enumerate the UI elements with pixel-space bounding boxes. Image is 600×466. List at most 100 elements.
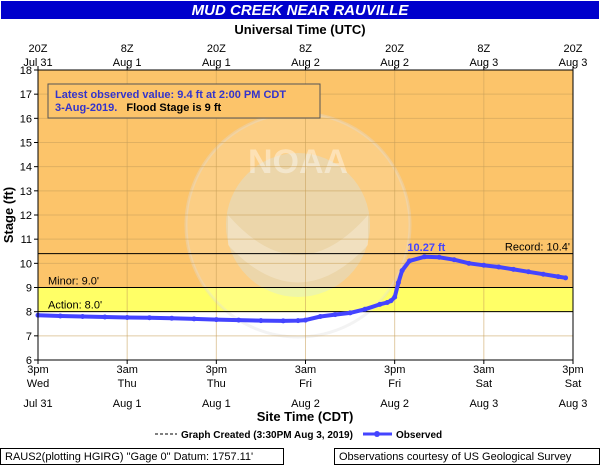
observed-point [451, 257, 457, 263]
observed-point [384, 299, 390, 305]
top-tick-date: Aug 3 [559, 57, 588, 69]
annotation-line2: 3-Aug-2019. Flood Stage is 9 ft [55, 102, 221, 114]
y-tick-label: 12 [20, 210, 32, 222]
chart-title: MUD CREEK NEAR RAUVILLE [192, 2, 410, 19]
annotation-line1: Latest observed value: 9.4 ft at 2:00 PM… [55, 89, 286, 101]
x-tick-date: Aug 3 [469, 398, 498, 410]
observed-point [124, 314, 130, 320]
legend-observed-label: Observed [396, 430, 442, 441]
x-tick-day: Sat [476, 378, 493, 390]
observed-point [102, 314, 108, 320]
watermark-text: NOAA [248, 143, 348, 181]
observed-point [377, 301, 383, 307]
observed-point [392, 294, 398, 300]
y-tick-label: 18 [20, 65, 32, 77]
observed-point [280, 318, 286, 324]
y-tick-label: 13 [20, 186, 32, 198]
y-tick-label: 6 [26, 355, 32, 367]
observed-point [146, 315, 152, 321]
y-tick-label: 10 [20, 258, 32, 270]
x-tick-day: Thu [118, 378, 137, 390]
y-tick-label: 16 [20, 113, 32, 125]
legend: Graph Created (3:30PM Aug 3, 2019) Obser… [155, 430, 442, 441]
top-tick-time: 20Z [564, 43, 583, 55]
x-tick-day: Fri [299, 378, 312, 390]
observed-point [421, 254, 427, 260]
x-tick-time: 3am [295, 364, 316, 376]
y-tick-label: 15 [20, 138, 32, 150]
x-tick-date: Jul 31 [23, 398, 52, 410]
x-tick-time: 3pm [384, 364, 405, 376]
top-tick-time: 20Z [207, 43, 226, 55]
x-tick-time: 3pm [206, 364, 227, 376]
top-axis-title: Universal Time (UTC) [234, 22, 365, 37]
record-label: Record: 10.4' [505, 242, 570, 254]
axis-labels: 6 7 8 9 10 11 12 13 14 15 16 17 18 3pm Wed Jul 31 3am Thu… [20, 43, 588, 410]
latest-value-annotation: Latest observed value: 9.4 ft at 2:00 PM… [47, 83, 321, 119]
observed-point [347, 310, 353, 316]
footer-datum: RAUS2(plotting HGIRG) "Gage 0" Datum: 17… [0, 448, 284, 465]
top-tick-time: 8Z [121, 43, 134, 55]
noaa-watermark: NOAA [184, 111, 412, 339]
observed-point [540, 271, 546, 277]
top-tick-time: 20Z [29, 43, 48, 55]
x-tick-time: 3am [473, 364, 494, 376]
x-tick-day: Fri [388, 378, 401, 390]
x-tick-day: Wed [27, 378, 49, 390]
observed-point [332, 312, 338, 318]
top-tick-time: 20Z [385, 43, 404, 55]
top-tick-date: Aug 1 [113, 57, 142, 69]
y-tick-label: 8 [26, 307, 32, 319]
observed-point [525, 269, 531, 275]
y-tick-label: 7 [26, 331, 32, 343]
top-tick-time: 8Z [477, 43, 490, 55]
observed-point [317, 314, 323, 319]
footer-credit: Observations courtesy of US Geological S… [334, 448, 600, 465]
observed-point [303, 317, 308, 323]
title-bar: MUD CREEK NEAR RAUVILLE [1, 1, 599, 19]
x-tick-date: Aug 2 [291, 398, 320, 410]
observed-point [295, 318, 301, 324]
observed-point [362, 306, 368, 312]
top-tick-date: Jul 31 [23, 57, 52, 69]
top-tick-date: Aug 3 [469, 57, 498, 69]
x-tick-day: Thu [207, 378, 226, 390]
top-tick-date: Aug 1 [202, 57, 231, 69]
observed-point [236, 317, 242, 323]
x-tick-time: 3am [116, 364, 137, 376]
top-tick-time: 8Z [299, 43, 312, 55]
action-label: Action: 8.0' [48, 300, 102, 312]
minor-label: Minor: 9.0' [48, 276, 99, 288]
observed-point [395, 280, 401, 286]
observed-point [563, 275, 569, 281]
observed-point [466, 260, 472, 266]
observed-point [407, 258, 413, 264]
x-tick-date: Aug 3 [559, 398, 588, 410]
watermark-gull [228, 215, 368, 283]
x-tick-date: Aug 1 [113, 398, 142, 410]
observed-point [80, 314, 86, 319]
annotation-date: 3-Aug-2019. [55, 102, 117, 114]
y-tick-label: 17 [20, 89, 32, 101]
y-axis-title: Stage (ft) [1, 187, 16, 243]
x-tick-date: Aug 2 [380, 398, 409, 410]
title-bar-background [1, 1, 599, 19]
legend-observed-marker [374, 431, 380, 437]
observed-point [258, 318, 264, 324]
watermark-disc [226, 153, 370, 297]
threshold-lines: Record: 10.4' Minor: 9.0' Action: 8.0' [38, 242, 573, 313]
y-tick-label: 9 [26, 283, 32, 295]
x-tick-day: Sat [565, 378, 582, 390]
annotation-box [47, 83, 321, 119]
observed-point [169, 315, 175, 321]
legend-created-label: Graph Created (3:30PM Aug 3, 2019) [181, 430, 353, 441]
observed-series: 10.27 ft [35, 242, 569, 324]
x-tick-time: 3pm [562, 364, 583, 376]
x-tick-time: 3pm [27, 364, 48, 376]
bottom-axis-title: Site Time (CDT) [257, 409, 354, 424]
observed-point [481, 262, 487, 268]
observed-point [57, 313, 63, 319]
observed-point [213, 317, 219, 323]
y-tick-label: 11 [21, 234, 32, 246]
